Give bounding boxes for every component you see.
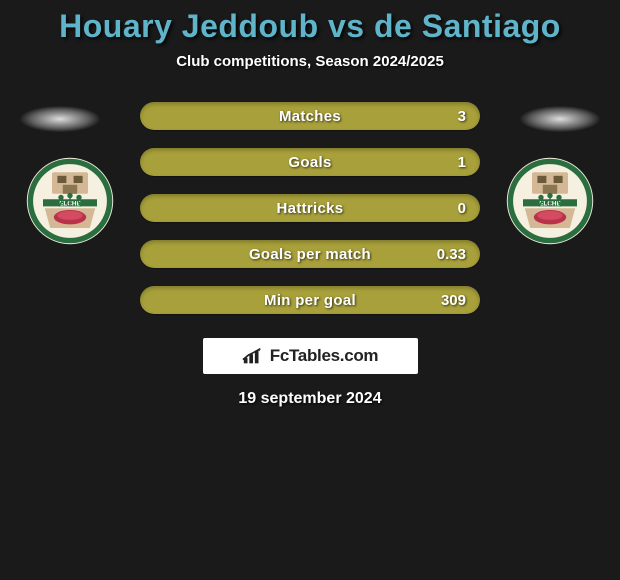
- stat-label: Min per goal: [264, 292, 356, 309]
- content-area: ELCHE ELCHE: [0, 102, 620, 408]
- stat-row: Matches 3: [140, 102, 480, 130]
- club-logo-left: ELCHE: [25, 156, 115, 246]
- brand-name: FcTables.com: [270, 346, 379, 366]
- stat-value: 3: [458, 108, 466, 125]
- brand-badge: FcTables.com: [203, 338, 418, 374]
- club-crest-icon: ELCHE: [505, 156, 595, 246]
- stat-row: Hattricks 0: [140, 194, 480, 222]
- stat-value: 1: [458, 154, 466, 171]
- bar-chart-icon: [242, 346, 264, 366]
- stat-row: Goals per match 0.33: [140, 240, 480, 268]
- player-shadow-right: [520, 106, 600, 132]
- stat-label: Goals: [288, 154, 331, 171]
- stat-label: Matches: [279, 108, 341, 125]
- stat-value: 0: [458, 200, 466, 217]
- stat-value: 0.33: [437, 246, 466, 263]
- stats-bars: Matches 3 Goals 1 Hattricks 0 Goals per …: [140, 102, 480, 314]
- stat-value: 309: [441, 292, 466, 309]
- stat-row: Min per goal 309: [140, 286, 480, 314]
- player-shadow-left: [20, 106, 100, 132]
- date-text: 19 september 2024: [0, 390, 620, 408]
- subtitle: Club competitions, Season 2024/2025: [0, 53, 620, 70]
- stat-label: Goals per match: [249, 246, 371, 263]
- stat-label: Hattricks: [277, 200, 344, 217]
- page-title: Houary Jeddoub vs de Santiago: [0, 0, 620, 45]
- club-crest-icon: ELCHE: [25, 156, 115, 246]
- club-logo-right: ELCHE: [505, 156, 595, 246]
- stat-row: Goals 1: [140, 148, 480, 176]
